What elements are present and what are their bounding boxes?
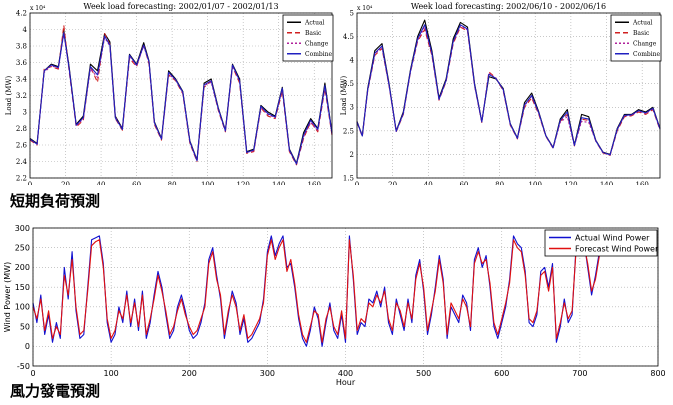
plot-background [357, 13, 660, 178]
x-tick-label: 0 [355, 181, 359, 185]
y-tick-label: 1.5 [343, 174, 354, 182]
y-tick-label: 200 [15, 263, 30, 272]
load-forecast-caption: 短期負荷預測 [10, 192, 101, 210]
x-tick-label: 400 [338, 369, 353, 378]
x-tick-label: 0 [30, 369, 35, 378]
y-tick-label: 3 [350, 104, 354, 112]
chart-title: Week load forecasting: 2002/01/07 - 2002… [83, 2, 278, 11]
x-tick-label: 500 [416, 369, 431, 378]
x-tick-label: 140 [600, 181, 613, 185]
y-tick-label: 300 [15, 224, 30, 233]
legend-label: Change [305, 40, 329, 47]
x-tick-label: 60 [459, 181, 468, 185]
y-tick-label: 3 [23, 108, 27, 116]
plot-frame [29, 12, 333, 179]
y-tick-label: 4.2 [16, 9, 27, 17]
x-tick-label: 20 [61, 181, 70, 185]
x-tick-label: 100 [529, 181, 542, 185]
x-tick-label: 200 [182, 369, 197, 378]
x-tick-label: 120 [564, 181, 577, 185]
x-tick-label: 40 [97, 181, 106, 185]
y-tick-label: 3.8 [16, 42, 27, 50]
legend-label: Basic [305, 30, 322, 37]
y-axis-label: Load (MW) [5, 75, 13, 115]
y-tick-label: 3.4 [16, 75, 28, 83]
y-tick-label: 2.8 [16, 125, 27, 133]
x-axis-label: Hour [336, 378, 356, 387]
y-tick-label: 100 [15, 303, 30, 312]
y-exponent-label: x 10⁴ [30, 5, 46, 12]
x-tick-label: 300 [260, 369, 275, 378]
x-tick-label: 140 [272, 181, 285, 185]
y-tick-label: 2.6 [16, 141, 28, 149]
y-tick-label: 2.4 [16, 158, 28, 166]
wind-forecast-caption: 風力發電預測 [10, 382, 101, 400]
x-tick-label: 100 [103, 369, 118, 378]
y-tick-label: 150 [15, 283, 30, 292]
x-tick-label: 0 [28, 181, 32, 185]
x-tick-label: 700 [572, 369, 587, 378]
series-line-1 [32, 235, 604, 343]
series-line-3 [356, 24, 661, 156]
legend-label: Basic [633, 30, 650, 37]
y-tick-label: 4.5 [343, 33, 354, 41]
x-tick-label: 80 [495, 181, 504, 185]
series-line-3 [29, 32, 333, 165]
x-tick-label: 120 [236, 181, 249, 185]
legend-label: Combine [633, 51, 661, 58]
y-tick-label: 0 [25, 342, 30, 351]
x-tick-label: 160 [635, 181, 648, 185]
load-chart-january: 0 20 40 60 80 100 120 140 160 2.2 2.4 2.6 2.8 3 3.2 3.4… [5, 2, 334, 185]
x-tick-label: 800 [650, 369, 665, 378]
y-tick-label: 50 [20, 322, 30, 331]
load-chart-june: 0 20 40 60 80 100 120 140 160 1.5 2 2.5 3 3.5 4 4.5 5 Wee… [340, 2, 662, 185]
plot-frame [356, 12, 661, 179]
x-tick-label: 20 [388, 181, 397, 185]
legend-label: Actual Wind Power [575, 233, 650, 242]
y-tick-label: 250 [15, 244, 30, 253]
y-tick-label: 3.6 [16, 59, 28, 67]
y-axis-label: Load (MW) [340, 75, 348, 115]
chart-title: Week load forecasting: 2002/06/10 - 2002… [411, 2, 606, 11]
y-tick-label: 2.2 [16, 174, 27, 182]
legend-box [544, 229, 658, 257]
y-axis-label: Wind Power (MW) [3, 262, 12, 332]
legend-label: Change [633, 40, 657, 47]
y-tick-label: 4 [350, 57, 355, 65]
x-tick-label: 80 [168, 181, 177, 185]
y-tick-label: 4 [23, 26, 28, 34]
legend-label: Combine [305, 51, 333, 58]
y-tick-label: 3.5 [343, 80, 354, 88]
y-tick-label: 3.2 [16, 92, 27, 100]
y-exponent-label: x 10⁴ [357, 5, 373, 12]
y-tick-label: 5 [350, 9, 354, 17]
plot-frame [32, 227, 659, 367]
wind-power-chart: 0 100 200 300 400 500 600 700 800-50050100150200… [3, 224, 666, 387]
legend-label: Forecast Wind Power [575, 244, 659, 253]
y-tick-label: 2.5 [343, 127, 354, 135]
y-tick-label: 2 [350, 151, 354, 159]
x-tick-label: 40 [424, 181, 433, 185]
legend-label: Actual [304, 19, 325, 26]
x-tick-label: 160 [308, 181, 321, 185]
x-tick-label: 60 [132, 181, 141, 185]
legend-label: Actual [632, 19, 653, 26]
x-tick-label: 100 [201, 181, 214, 185]
y-tick-label: -50 [17, 362, 30, 371]
x-tick-label: 600 [494, 369, 509, 378]
